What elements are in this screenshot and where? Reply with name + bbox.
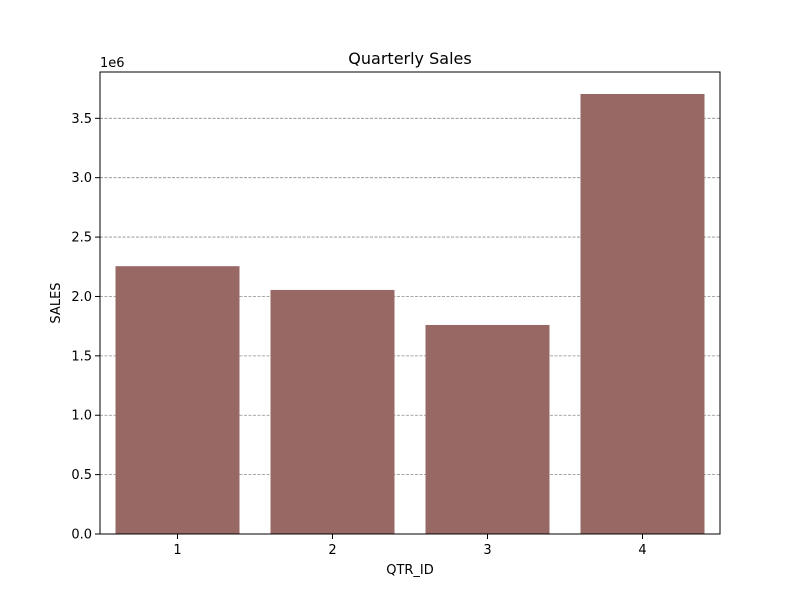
- y-tick-label: 1.0: [71, 409, 92, 424]
- x-tick-label: 4: [638, 543, 646, 558]
- y-tick-label: 3.5: [71, 112, 92, 127]
- y-axis: 0.0 0.5 1.0 1.5 2.0 2.5 3.0 3.5: [71, 112, 100, 543]
- bar-q3: [426, 325, 550, 534]
- x-axis-title: QTR_ID: [386, 563, 434, 578]
- x-tick-label: 2: [328, 543, 336, 558]
- bar-q4: [581, 94, 705, 534]
- y-tick-label: 2.0: [71, 290, 92, 305]
- y-tick-label: 0.5: [71, 468, 92, 483]
- bar-q1: [116, 266, 240, 534]
- chart-title: Quarterly Sales: [348, 49, 471, 68]
- x-axis: 1 2 3 4: [173, 534, 646, 558]
- bars-layer: [116, 94, 705, 534]
- y-tick-label: 1.5: [71, 349, 92, 364]
- y-tick-label: 3.0: [71, 171, 92, 186]
- y-tick-label: 0.0: [71, 528, 92, 543]
- y-tick-label: 2.5: [71, 231, 92, 246]
- bar-q2: [271, 290, 395, 534]
- y-axis-title: SALES: [49, 282, 64, 323]
- x-tick-label: 3: [483, 543, 491, 558]
- y-axis-multiplier: 1e6: [100, 56, 125, 71]
- x-tick-label: 1: [173, 543, 181, 558]
